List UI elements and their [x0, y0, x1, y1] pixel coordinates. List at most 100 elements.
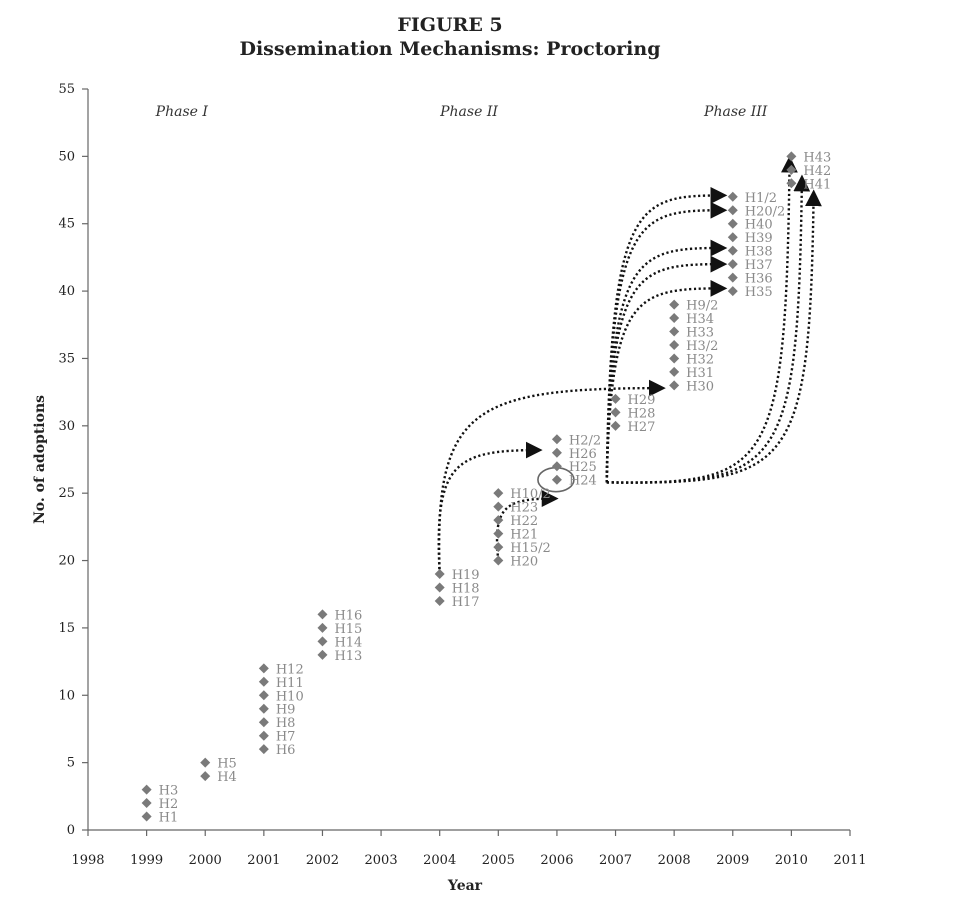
- x-tick-label: 2008: [658, 853, 691, 868]
- data-point: [317, 609, 328, 620]
- data-point: [493, 555, 504, 566]
- data-label: H23: [510, 501, 538, 516]
- data-point: [317, 649, 328, 660]
- figure-title: Dissemination Mechanisms: Proctoring: [239, 38, 661, 60]
- data-point: [258, 676, 269, 687]
- data-label: H9: [276, 703, 296, 718]
- data-point: [610, 420, 621, 431]
- data-label: H3/2: [686, 339, 718, 354]
- data-point: [610, 393, 621, 404]
- data-label: H42: [803, 164, 831, 179]
- data-label: H37: [745, 258, 773, 273]
- data-point: [317, 636, 328, 647]
- y-tick-label: 30: [58, 419, 75, 434]
- data-label: H26: [569, 447, 597, 462]
- data-point: [669, 380, 680, 391]
- data-label: H25: [569, 460, 597, 475]
- data-label: H17: [452, 595, 480, 610]
- data-point: [551, 461, 562, 472]
- y-axis-title: No. of adoptions: [32, 395, 48, 524]
- data-label: H32: [686, 352, 714, 367]
- x-tick-label: 2011: [833, 853, 866, 868]
- x-tick-label: 1998: [71, 853, 104, 868]
- data-point: [669, 366, 680, 377]
- data-label: H10: [276, 689, 304, 704]
- x-tick-label: 2004: [423, 853, 456, 868]
- y-tick-label: 50: [58, 149, 75, 164]
- y-tick-label: 10: [58, 688, 75, 703]
- data-point: [493, 528, 504, 539]
- arrows-layer: [437, 155, 822, 575]
- data-point: [727, 191, 738, 202]
- axes-layer: 0 5 10 15 20 25 30 35 40 45 50 55 1998 1999 2000 2001 20…: [32, 82, 867, 894]
- data-label: H21: [510, 528, 538, 543]
- flow-arrow: [606, 189, 822, 484]
- data-point: [727, 232, 738, 243]
- data-label: H15: [334, 622, 362, 637]
- data-label: H15/2: [510, 541, 551, 556]
- data-point: [200, 771, 211, 782]
- x-tick-label: 2010: [775, 853, 808, 868]
- data-point: [258, 690, 269, 701]
- data-label: H7: [276, 730, 296, 745]
- data-point: [141, 811, 152, 822]
- data-point: [727, 272, 738, 283]
- data-point: [434, 582, 445, 593]
- data-label: H5: [217, 757, 237, 772]
- data-label: H1: [159, 811, 179, 826]
- data-point: [551, 474, 562, 485]
- flow-arrow: [605, 239, 728, 483]
- flow-arrow: [437, 441, 543, 575]
- y-tick-label: 5: [67, 756, 75, 771]
- data-point: [258, 663, 269, 674]
- data-point: [141, 798, 152, 809]
- data-point: [786, 178, 797, 189]
- data-label: H6: [276, 743, 296, 758]
- data-label: H11: [276, 676, 304, 691]
- data-point: [258, 703, 269, 714]
- data-point: [258, 717, 269, 728]
- data-label: H2: [159, 797, 179, 812]
- data-label: H31: [686, 366, 714, 381]
- data-point: [786, 151, 797, 162]
- data-point: [434, 569, 445, 580]
- data-label: H12: [276, 662, 304, 677]
- data-label: H24: [569, 474, 597, 489]
- data-point: [141, 784, 152, 795]
- data-label: H19: [452, 568, 480, 583]
- data-point: [669, 299, 680, 310]
- data-point: [727, 245, 738, 256]
- data-label: H34: [686, 312, 714, 327]
- x-tick-label: 2006: [540, 853, 573, 868]
- y-tick-label: 0: [67, 823, 75, 838]
- data-point: [669, 339, 680, 350]
- data-label: H41: [803, 177, 831, 192]
- x-tick-label: 2005: [482, 853, 515, 868]
- data-point: [493, 515, 504, 526]
- data-point: [434, 595, 445, 606]
- data-point: [786, 164, 797, 175]
- phase-label: Phase III: [703, 104, 768, 120]
- data-point: [551, 434, 562, 445]
- x-tick-label: 2001: [247, 853, 280, 868]
- data-label: H30: [686, 379, 714, 394]
- data-label: H35: [745, 285, 773, 300]
- data-point: [317, 622, 328, 633]
- x-tick-label: 2007: [599, 853, 632, 868]
- data-point: [669, 326, 680, 337]
- x-tick-label: 2009: [716, 853, 749, 868]
- data-point: [727, 286, 738, 297]
- data-label: H2/2: [569, 433, 601, 448]
- data-point: [727, 218, 738, 229]
- y-tick-label: 40: [58, 284, 75, 299]
- data-label: H8: [276, 716, 296, 731]
- data-label: H1/2: [745, 191, 777, 206]
- data-point: [669, 353, 680, 364]
- y-tick-label: 55: [58, 82, 75, 97]
- x-axis-title: Year: [447, 878, 483, 894]
- data-label: H20: [510, 555, 538, 570]
- data-point: [727, 205, 738, 216]
- data-label: H28: [628, 406, 656, 421]
